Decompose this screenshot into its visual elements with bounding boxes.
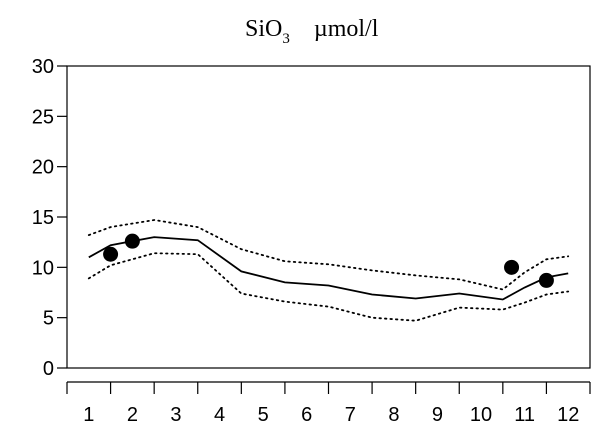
x-tick-label: 10 [470,404,492,426]
bound-line-1 [87,219,570,291]
y-tick-label: 10 [32,257,54,279]
title-species: SiO [245,16,282,42]
y-tick-label: 25 [32,106,54,128]
x-tick-label: 6 [301,404,312,426]
x-tick-label: 11 [514,404,535,426]
observation-point [103,246,119,262]
y-tick-label: 15 [32,207,54,229]
plot-area [66,65,591,369]
title-unit: µmol/l [314,16,379,42]
bound-line-2 [87,252,570,322]
y-tick-label: 0 [43,358,54,380]
x-tick-label: 5 [258,404,269,426]
x-tick-label: 7 [345,404,356,426]
title-subscript: 3 [282,31,290,47]
observation-point [504,259,520,275]
x-tick-label: 1 [83,404,94,426]
y-tick-label: 30 [32,56,54,78]
y-tick-label: 5 [43,308,54,330]
chart-title: SiO3 µmol/l [245,16,379,47]
x-tick-label: 2 [127,404,138,426]
x-axis: 1 2 3 4 5 6 7 8 9 10 11 12 [66,381,591,426]
x-tick-label: 3 [170,404,181,426]
x-tick-label: 8 [388,404,399,426]
x-tick-label: 4 [214,404,225,426]
y-tick-label: 20 [32,157,54,179]
observation-point [124,233,140,249]
x-tick-label: 12 [557,404,579,426]
observation-point [538,272,554,288]
x-tick-label: 9 [432,404,443,426]
plot-frame [66,65,591,369]
mean-line [88,236,569,301]
y-axis: 0 5 10 15 20 25 30 [32,56,67,380]
